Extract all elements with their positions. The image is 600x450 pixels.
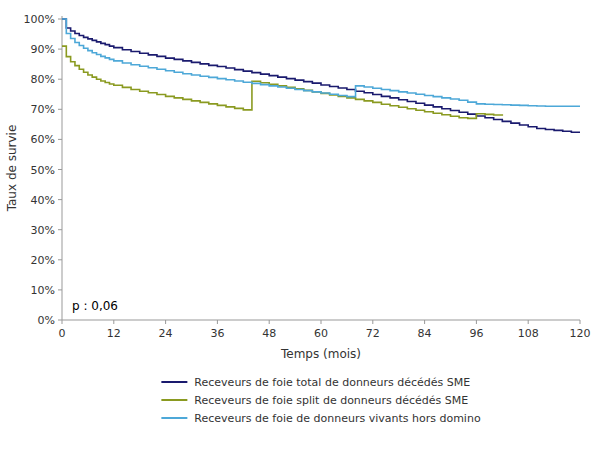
y-tick: [58, 79, 62, 80]
y-tick: [58, 259, 62, 260]
y-tick: [58, 109, 62, 110]
x-tick-label: 60: [314, 327, 328, 340]
y-tick-label: 80%: [31, 73, 55, 86]
x-tick: [165, 320, 166, 324]
x-tick-label: 24: [159, 327, 173, 340]
y-axis-label: Taux de survie: [5, 125, 19, 213]
x-tick-label: 12: [107, 327, 121, 340]
annotation: p : 0,06: [72, 299, 118, 313]
y-tick-label: 90%: [31, 43, 55, 56]
series-lines: [62, 19, 580, 133]
x-tick: [372, 320, 373, 324]
x-tick: [424, 320, 425, 324]
y-tick-label: 50%: [31, 164, 55, 177]
x-tick: [321, 320, 322, 324]
x-tick-label: 96: [469, 327, 483, 340]
series-line: [62, 19, 580, 133]
x-tick-label: 84: [418, 327, 432, 340]
x-tick: [62, 320, 63, 324]
axes: 0 12 24 36 48 60 72 84 96 108 120 0% 10% 20% 30% 40% 50%…: [24, 13, 591, 340]
y-tick: [58, 320, 62, 321]
x-tick: [476, 320, 477, 324]
legend-swatch: [161, 399, 187, 401]
y-tick-label: 10%: [31, 284, 55, 297]
legend-swatch: [161, 381, 187, 383]
x-tick-label: 0: [59, 327, 66, 340]
y-tick-label: 60%: [31, 133, 55, 146]
series-line: [62, 46, 502, 118]
x-tick-label: 120: [570, 327, 591, 340]
legend-label: Receveurs de foie total de donneurs décé…: [194, 376, 470, 389]
y-tick-label: 70%: [31, 103, 55, 116]
y-tick-label: 100%: [24, 13, 55, 26]
legend-label: Receveurs de foie split de donneurs décé…: [194, 394, 468, 407]
y-tick-label: 30%: [31, 224, 55, 237]
x-tick: [528, 320, 529, 324]
y-tick: [58, 49, 62, 50]
x-tick-label: 36: [210, 327, 224, 340]
y-tick: [58, 139, 62, 140]
x-tick-label: 48: [262, 327, 276, 340]
y-tick-label: 20%: [31, 254, 55, 267]
x-tick-label: 72: [366, 327, 380, 340]
y-tick-label: 0%: [38, 314, 55, 327]
x-tick: [113, 320, 114, 324]
legend: Receveurs de foie total de donneurs décé…: [161, 376, 481, 425]
x-tick: [580, 320, 581, 324]
legend-item: Receveurs de foie total de donneurs décé…: [161, 376, 470, 389]
legend-item: Receveurs de foie de donneurs vivants ho…: [161, 412, 481, 425]
y-axis-line: [62, 16, 63, 320]
legend-item: Receveurs de foie split de donneurs décé…: [161, 394, 468, 407]
legend-swatch: [161, 417, 187, 419]
x-tick: [217, 320, 218, 324]
y-tick: [58, 169, 62, 170]
x-tick-label: 108: [518, 327, 539, 340]
y-tick: [58, 229, 62, 230]
chart: 0 12 24 36 48 60 72 84 96 108 120 0% 10% 20% 30% 40% 50%…: [0, 0, 600, 450]
y-tick: [58, 289, 62, 290]
series-line: [62, 19, 580, 106]
x-tick: [269, 320, 270, 324]
x-axis-label: Temps (mois): [280, 347, 361, 361]
legend-label: Receveurs de foie de donneurs vivants ho…: [194, 412, 481, 425]
y-tick: [58, 199, 62, 200]
y-tick-label: 40%: [31, 194, 55, 207]
y-tick: [58, 19, 62, 20]
